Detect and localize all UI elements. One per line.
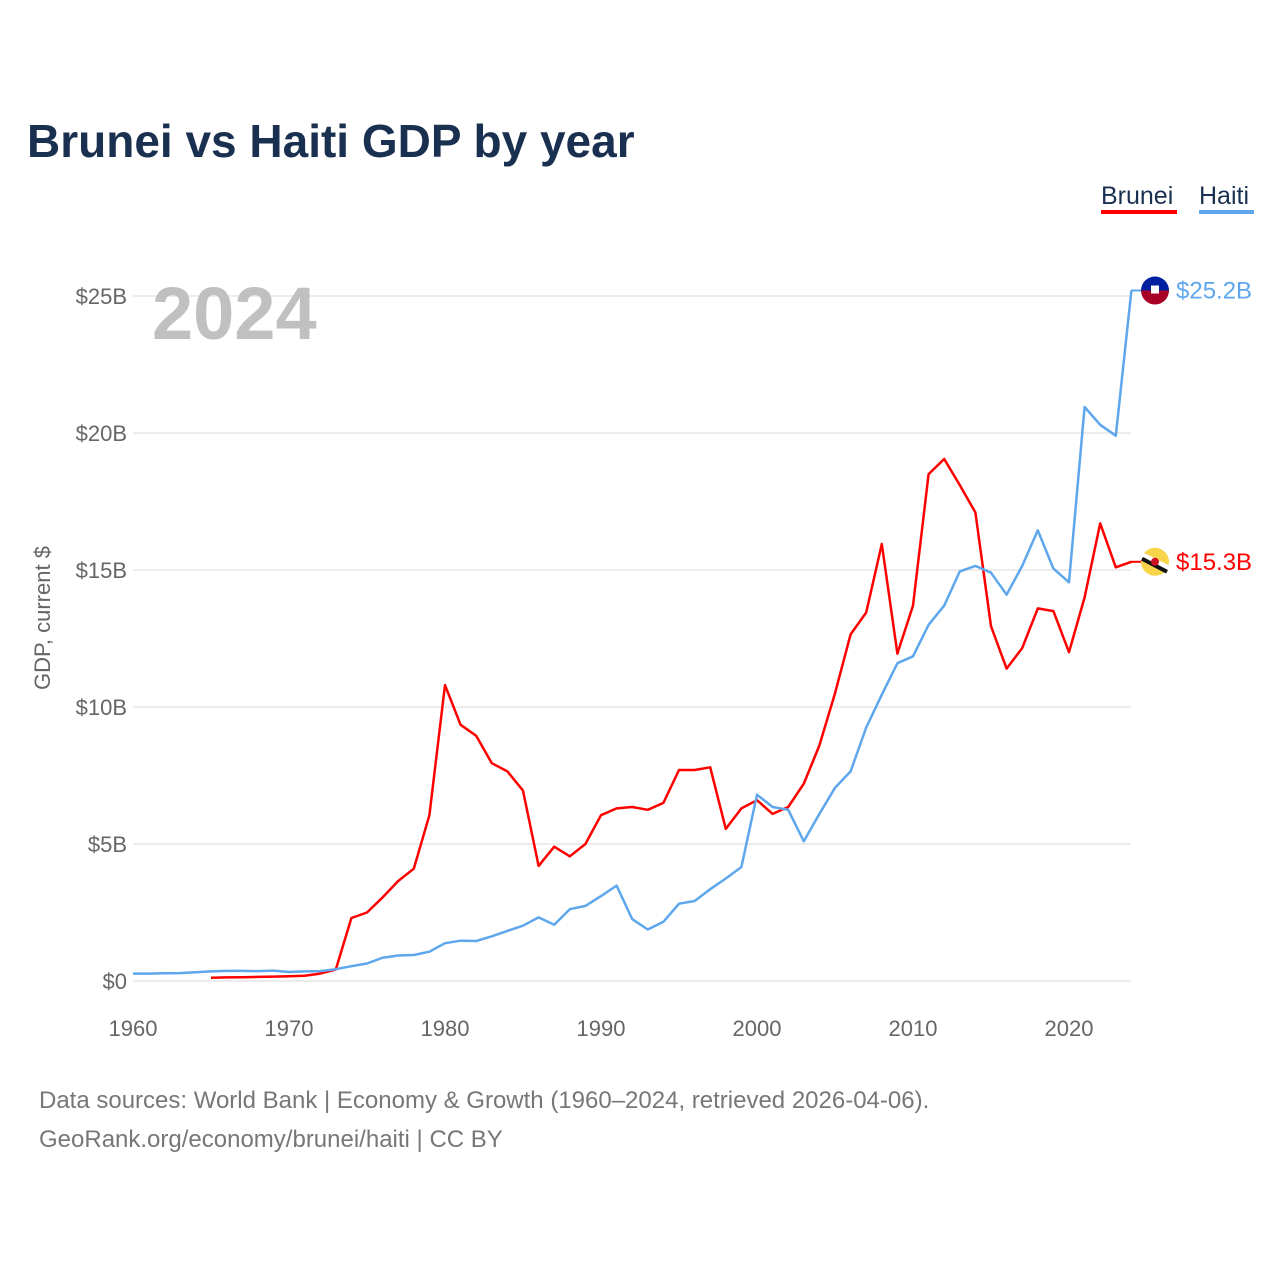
- legend-swatch: [1199, 210, 1254, 214]
- y-axis-label: GDP, current $: [30, 546, 55, 690]
- x-tick-label: 1960: [109, 1016, 158, 1041]
- legend-swatch: [1101, 210, 1177, 214]
- x-tick-label: 1980: [421, 1016, 470, 1041]
- y-tick-label: $15B: [76, 558, 127, 583]
- end-value-label: $15.3B: [1176, 549, 1252, 576]
- chart-title: Brunei vs Haiti GDP by year: [27, 115, 635, 167]
- flag-emblem: [1151, 285, 1159, 294]
- series-line-haiti: [133, 290, 1133, 975]
- flag-bottom: [1141, 290, 1169, 305]
- end-labels: $15.3B $25.2B: [1131, 276, 1252, 576]
- x-tick-label: 2000: [733, 1016, 782, 1041]
- flag-top: [1141, 276, 1169, 291]
- y-tick-label: $0: [103, 969, 127, 994]
- footer-link[interactable]: GeoRank.org/economy/brunei/haiti | CC BY: [39, 1126, 503, 1153]
- brunei-flag-icon: [1140, 547, 1170, 576]
- legend-item-brunei[interactable]: Brunei: [1101, 182, 1173, 210]
- y-tick-label: $5B: [88, 832, 127, 857]
- haiti-flag-icon: [1141, 276, 1169, 305]
- y-tick-label: $10B: [76, 695, 127, 720]
- flag-emblem: [1151, 557, 1159, 566]
- x-tick-label: 1970: [265, 1016, 314, 1041]
- grid: $0 $5B $10B $15B $20B $25B 1960 1970 1980 1990 200…: [76, 284, 1131, 1041]
- y-tick-label: $25B: [76, 284, 127, 309]
- end-value-label: $25.2B: [1176, 278, 1252, 305]
- x-tick-label: 2020: [1045, 1016, 1094, 1041]
- footer-sources: Data sources: World Bank | Economy & Gro…: [39, 1087, 929, 1114]
- current-year-label: 2024: [152, 272, 317, 355]
- y-tick-label: $20B: [76, 421, 127, 446]
- series-group: [133, 290, 1133, 979]
- series-line-brunei: [210, 457, 1132, 979]
- legend: Brunei Haiti: [1101, 182, 1254, 214]
- legend-item-haiti[interactable]: Haiti: [1199, 182, 1249, 210]
- x-tick-label: 1990: [577, 1016, 626, 1041]
- x-tick-label: 2010: [889, 1016, 938, 1041]
